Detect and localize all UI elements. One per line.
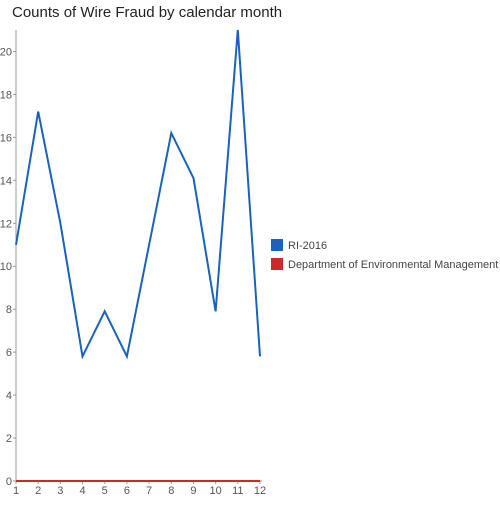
x-tick-label: 8	[168, 485, 174, 497]
x-tick-label: 11	[232, 485, 243, 497]
y-tick-label: 18	[0, 89, 12, 101]
y-tick-label: 14	[0, 175, 12, 187]
y-tick-label: 12	[0, 218, 12, 230]
x-axis-ticks: 1 2 3 4 5 6 7 8 9 10 11 12	[13, 481, 266, 497]
series-line-0	[15, 29, 261, 360]
y-axis-ticks: 0 2 4 6 8 10 12 14 16 18 20	[0, 46, 16, 488]
x-tick-label: 10	[210, 485, 222, 497]
legend-swatch	[271, 239, 283, 251]
x-tick-label: 3	[57, 485, 63, 497]
y-tick-label: 6	[6, 347, 12, 359]
y-tick-label: 8	[6, 304, 12, 316]
x-tick-label: 6	[124, 485, 130, 497]
y-tick-label: 4	[6, 390, 12, 402]
legend: RI-2016 Department of Environmental Manag…	[271, 239, 498, 271]
x-tick-label: 7	[146, 485, 152, 497]
y-tick-label: 0	[6, 476, 12, 488]
x-tick-label: 1	[13, 485, 19, 497]
y-tick-label: 20	[0, 46, 12, 58]
x-tick-label: 2	[35, 485, 41, 497]
y-tick-label: 16	[0, 132, 12, 144]
series-group	[15, 29, 261, 482]
y-tick-label: 2	[6, 433, 12, 445]
y-tick-label: 10	[0, 261, 12, 273]
legend-label: RI-2016	[288, 240, 327, 252]
legend-label: Department of Environmental Management	[288, 259, 498, 271]
legend-swatch	[271, 258, 283, 270]
chart-title: Counts of Wire Fraud by calendar month	[12, 4, 282, 21]
x-tick-label: 9	[190, 485, 196, 497]
x-tick-label: 4	[79, 485, 85, 497]
x-tick-label: 12	[254, 485, 266, 497]
x-tick-label: 5	[102, 485, 108, 497]
